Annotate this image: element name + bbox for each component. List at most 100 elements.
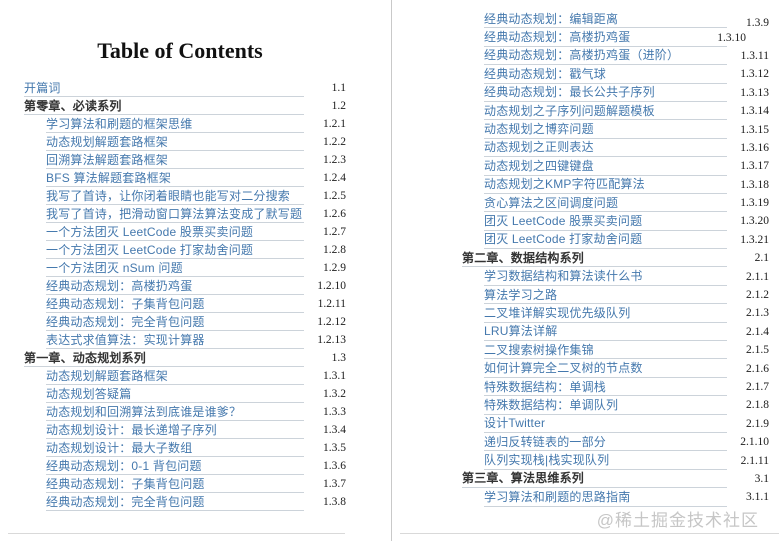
toc-entry-label: 特殊数据结构：单调队列 <box>484 397 619 412</box>
toc-entry[interactable]: 二叉搜索树操作集锦 2.1.5 <box>462 341 769 360</box>
toc-entry[interactable]: 队列实现栈|栈实现队列 2.1.11 <box>462 451 769 470</box>
toc-entry[interactable]: 团灭 LeetCode 打家劫舍问题 1.3.21 <box>462 231 769 250</box>
toc-entry[interactable]: 动态规划和回溯算法到底谁是谁爹？ 1.3.3 <box>24 403 346 421</box>
toc-entry-number: 1.3.19 <box>740 197 769 210</box>
toc-entry[interactable]: BFS 算法解题套路框架 1.2.4 <box>24 169 346 187</box>
toc-entry[interactable]: 动态规划之博弈问题 1.3.15 <box>462 120 769 139</box>
toc-entry[interactable]: 第二章、数据结构系列 2.1 <box>462 249 769 268</box>
toc-entry[interactable]: 经典动态规划：0-1 背包问题 1.3.6 <box>24 457 346 475</box>
toc-entry[interactable]: 第一章、动态规划系列 1.3 <box>24 349 346 367</box>
toc-entry-label: 经典动态规划：高楼扔鸡蛋 <box>46 278 193 293</box>
toc-entry[interactable]: 一个方法团灭 LeetCode 打家劫舍问题 1.2.8 <box>24 241 346 259</box>
toc-entry-label: 经典动态规划：0-1 背包问题 <box>46 458 202 473</box>
toc-entry-number: 1.3.13 <box>740 86 769 99</box>
toc-entry-number: 1.3.7 <box>323 478 346 490</box>
toc-entry-label: 我写了首诗，让你闭着眼睛也能写对二分搜索 <box>46 188 291 203</box>
toc-entry-number: 1.3.3 <box>323 406 346 418</box>
toc-entry-main: 动态规划之四键键盘 <box>484 157 727 176</box>
toc-entry-main: 回溯算法解题套路框架 <box>46 151 304 169</box>
toc-entry-main: 算法学习之路 <box>484 286 727 305</box>
toc-entry[interactable]: 递归反转链表的一部分 2.1.10 <box>462 433 769 452</box>
toc-entry[interactable]: 经典动态规划：子集背包问题 1.3.7 <box>24 475 346 493</box>
toc-entry-label: 算法学习之路 <box>484 287 558 302</box>
toc-entry-main: BFS 算法解题套路框架 <box>46 169 304 187</box>
toc-entry[interactable]: 回溯算法解题套路框架 1.2.3 <box>24 151 346 169</box>
toc-entry[interactable]: 经典动态规划：戳气球 1.3.12 <box>462 65 769 84</box>
toc-entry[interactable]: 贪心算法之区间调度问题 1.3.19 <box>462 194 769 213</box>
toc-entry-label: 动态规划之子序列问题解题模板 <box>484 103 655 118</box>
toc-entry[interactable]: 经典动态规划：高楼扔鸡蛋 1.2.10 <box>24 277 346 295</box>
toc-entry-main: 动态规划之博弈问题 <box>484 120 727 139</box>
toc-entry[interactable]: 如何计算完全二叉树的节点数 2.1.6 <box>462 359 769 378</box>
toc-entry[interactable]: LRU算法详解 2.1.4 <box>462 323 769 342</box>
toc-entry-main: 动态规划设计：最大子数组 <box>46 439 304 457</box>
toc-entry-main: 学习数据结构和算法读什么书 <box>484 267 727 286</box>
toc-entry-number: 1.3.18 <box>740 178 769 191</box>
toc-entry[interactable]: 动态规划设计：最大子数组 1.3.5 <box>24 439 346 457</box>
toc-entry[interactable]: 经典动态规划：完全背包问题 1.2.12 <box>24 313 346 331</box>
toc-entry[interactable]: 表达式求值算法：实现计算器 1.2.13 <box>24 331 346 349</box>
toc-entry[interactable]: 经典动态规划：高楼扔鸡蛋（进阶） 1.3.11 <box>462 47 769 66</box>
toc-entry[interactable]: 经典动态规划：编辑距离 1.3.9 <box>462 10 769 29</box>
toc-entry[interactable]: 我写了首诗，把滑动窗口算法算法变成了默写题 1.2.6 <box>24 205 346 223</box>
toc-entry-number: 2.1 <box>754 252 769 265</box>
toc-entry-main: 学习算法和刷题的思路指南 <box>484 488 727 507</box>
toc-entry[interactable]: 动态规划解题套路框架 1.3.1 <box>24 367 346 385</box>
toc-entry[interactable]: 学习数据结构和算法读什么书 2.1.1 <box>462 267 769 286</box>
toc-entry[interactable]: 二叉堆详解实现优先级队列 2.1.3 <box>462 304 769 323</box>
toc-entry-number: 1.3.17 <box>740 160 769 173</box>
toc-entry[interactable]: 动态规划之四键键盘 1.3.17 <box>462 157 769 176</box>
toc-entry[interactable]: 学习算法和刷题的框架思维 1.2.1 <box>24 115 346 133</box>
toc-entry[interactable]: 一个方法团灭 LeetCode 股票买卖问题 1.2.7 <box>24 223 346 241</box>
toc-entry-main: 经典动态规划：高楼扔鸡蛋 <box>484 28 727 47</box>
toc-entry-main: 动态规划解题套路框架 <box>46 367 304 385</box>
toc-entry-number: 1.2.8 <box>323 244 346 256</box>
toc-entry-number: 1.3.15 <box>740 123 769 136</box>
watermark: @稀土掘金技术社区 <box>596 511 759 530</box>
toc-entry-number: 2.1.9 <box>746 417 769 430</box>
toc-entry[interactable]: 动态规划之正则表达 1.3.16 <box>462 139 769 158</box>
toc-entry[interactable]: 动态规划解题套路框架 1.2.2 <box>24 133 346 151</box>
toc-entry[interactable]: 第零章、必读系列 1.2 <box>24 97 346 115</box>
toc-entry[interactable]: 经典动态规划：子集背包问题 1.2.11 <box>24 295 346 313</box>
toc-entry-number: 1.3.9 <box>746 17 769 30</box>
toc-list-right: 经典动态规划：编辑距离 1.3.9 经典动态规划：高楼扔鸡蛋 1.3.10 经典… <box>462 10 769 507</box>
toc-entry-label: 经典动态规划：子集背包问题 <box>46 476 205 491</box>
toc-entry-main: 经典动态规划：戳气球 <box>484 65 727 84</box>
toc-entry-main: 贪心算法之区间调度问题 <box>484 194 727 213</box>
toc-entry[interactable]: 第三章、算法思维系列 3.1 <box>462 470 769 489</box>
toc-entry-main: 经典动态规划：完全背包问题 <box>46 493 304 511</box>
toc-entry[interactable]: 经典动态规划：最长公共子序列 1.3.13 <box>462 84 769 102</box>
toc-entry-label: 动态规划和回溯算法到底谁是谁爹？ <box>46 404 242 419</box>
toc-entry-main: 特殊数据结构：单调队列 <box>484 396 727 415</box>
toc-entry[interactable]: 团灭 LeetCode 股票买卖问题 1.3.20 <box>462 212 769 231</box>
toc-entry-label: 经典动态规划：最长公共子序列 <box>484 85 655 100</box>
toc-entry-main: 经典动态规划：高楼扔鸡蛋（进阶） <box>484 47 727 66</box>
toc-entry-main: 一个方法团灭 LeetCode 打家劫舍问题 <box>46 241 304 259</box>
toc-entry[interactable]: 经典动态规划：高楼扔鸡蛋 1.3.10 <box>462 28 769 47</box>
page-bottom-edge-right <box>400 533 779 534</box>
toc-entry-number: 2.1.7 <box>746 381 769 393</box>
toc-entry[interactable]: 特殊数据结构：单调队列 2.1.8 <box>462 396 769 415</box>
toc-entry[interactable]: 开篇词 1.1 <box>24 79 346 97</box>
toc-entry-label: 动态规划答疑篇 <box>46 386 132 401</box>
toc-entry[interactable]: 设计Twitter 2.1.9 <box>462 415 769 433</box>
toc-entry[interactable]: 经典动态规划：完全背包问题 1.3.8 <box>24 493 346 511</box>
toc-entry[interactable]: 我写了首诗，让你闭着眼睛也能写对二分搜索 1.2.5 <box>24 187 346 205</box>
toc-entry-number: 2.1.4 <box>746 325 769 338</box>
toc-entry-main: LRU算法详解 <box>484 323 727 342</box>
toc-entry[interactable]: 动态规划之子序列问题解题模板 1.3.14 <box>462 102 769 121</box>
toc-entry-label: 第三章、算法思维系列 <box>462 471 585 486</box>
toc-entry[interactable]: 一个方法团灭 nSum 问题 1.2.9 <box>24 259 346 277</box>
toc-entry-label: 如何计算完全二叉树的节点数 <box>484 361 643 376</box>
toc-entry-label: 一个方法团灭 LeetCode 股票买卖问题 <box>46 224 254 239</box>
toc-entry-main: 递归反转链表的一部分 <box>484 433 727 452</box>
toc-entry[interactable]: 特殊数据结构：单调栈 2.1.7 <box>462 378 769 397</box>
toc-entry[interactable]: 动态规划之KMP字符匹配算法 1.3.18 <box>462 176 769 194</box>
toc-entry[interactable]: 动态规划答疑篇 1.3.2 <box>24 385 346 403</box>
toc-entry-main: 第零章、必读系列 <box>24 97 304 115</box>
toc-entry[interactable]: 动态规划设计：最长递增子序列 1.3.4 <box>24 421 346 439</box>
toc-entry[interactable]: 算法学习之路 2.1.2 <box>462 286 769 305</box>
toc-entry-main: 动态规划之KMP字符匹配算法 <box>484 176 727 194</box>
toc-entry[interactable]: 学习算法和刷题的思路指南 3.1.1 <box>462 488 769 507</box>
